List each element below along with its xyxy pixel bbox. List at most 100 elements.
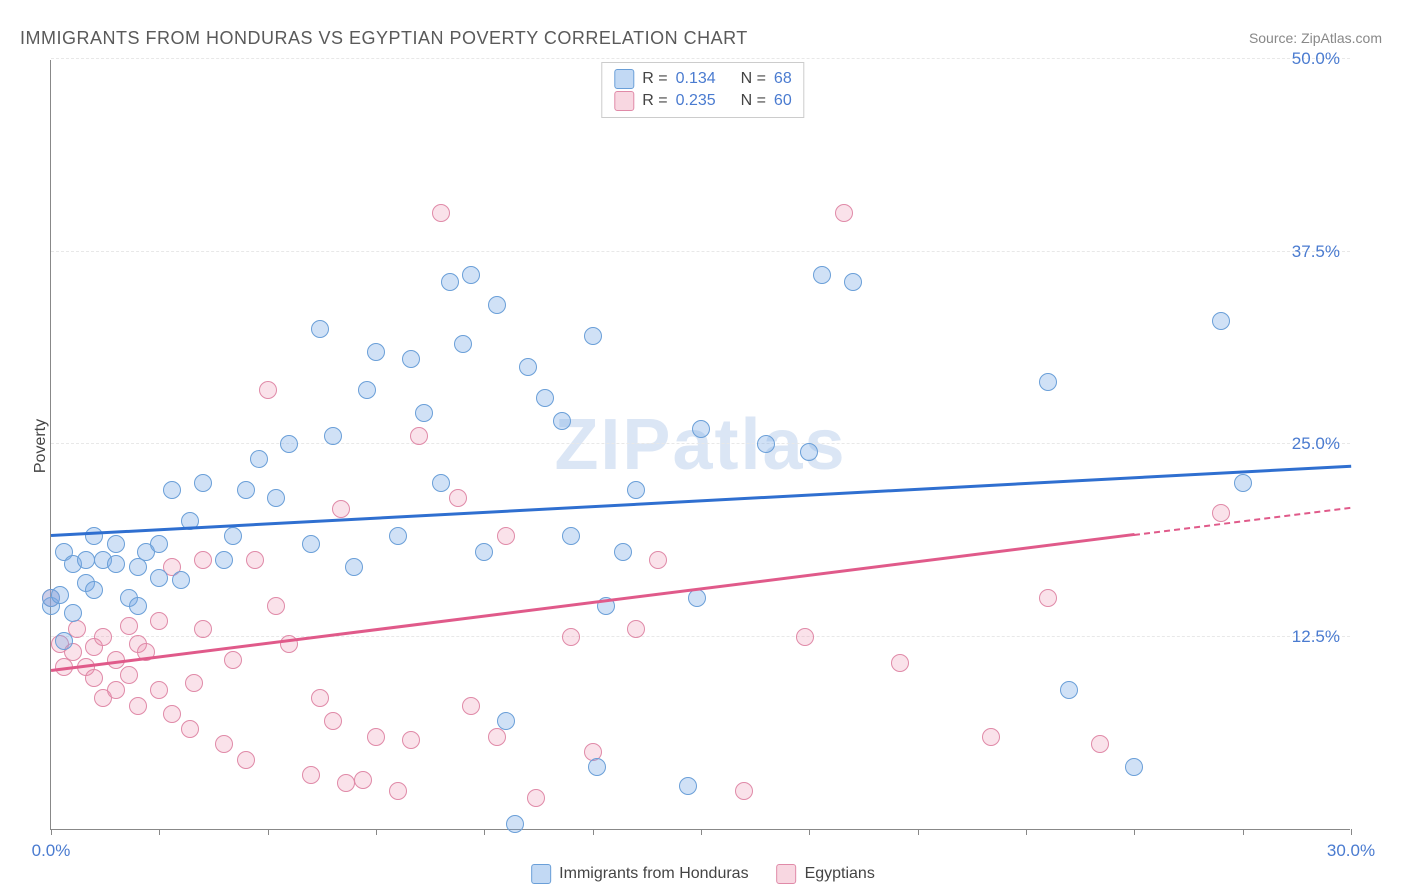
legend-item-b: Egyptians	[777, 864, 875, 884]
legend-swatch-a-icon	[531, 864, 551, 884]
data-point	[129, 558, 147, 576]
data-point	[85, 527, 103, 545]
data-point	[649, 551, 667, 569]
swatch-b-icon	[614, 91, 634, 111]
data-point	[454, 335, 472, 353]
data-point	[64, 604, 82, 622]
data-point	[462, 266, 480, 284]
data-point	[692, 420, 710, 438]
data-point	[679, 777, 697, 795]
data-point	[120, 666, 138, 684]
data-point	[337, 774, 355, 792]
data-point	[224, 651, 242, 669]
data-point	[163, 705, 181, 723]
r-value-b: 0.235	[676, 92, 716, 110]
y-tick-label: 50.0%	[1292, 49, 1340, 69]
data-point	[1091, 735, 1109, 753]
x-tick-mark	[1134, 829, 1135, 835]
data-point	[389, 782, 407, 800]
data-point	[506, 815, 524, 833]
correlation-legend: R = 0.134 N = 68 R = 0.235 N = 60	[601, 62, 804, 118]
swatch-a-icon	[614, 69, 634, 89]
data-point	[250, 450, 268, 468]
data-point	[85, 581, 103, 599]
data-point	[185, 674, 203, 692]
x-tick-mark	[1243, 829, 1244, 835]
data-point	[432, 204, 450, 222]
data-point	[267, 597, 285, 615]
data-point	[813, 266, 831, 284]
data-point	[367, 728, 385, 746]
x-tick-label: 30.0%	[1327, 841, 1375, 861]
data-point	[150, 569, 168, 587]
data-point	[194, 620, 212, 638]
x-tick-mark	[1026, 829, 1027, 835]
data-point	[432, 474, 450, 492]
data-point	[324, 712, 342, 730]
data-point	[246, 551, 264, 569]
x-tick-mark	[809, 829, 810, 835]
data-point	[1060, 681, 1078, 699]
data-point	[280, 435, 298, 453]
data-point	[1212, 504, 1230, 522]
data-point	[415, 404, 433, 422]
n-label-a: N =	[741, 70, 766, 88]
data-point	[800, 443, 818, 461]
data-point	[410, 427, 428, 445]
data-point	[150, 535, 168, 553]
chart-container: IMMIGRANTS FROM HONDURAS VS EGYPTIAN POV…	[0, 0, 1406, 892]
data-point	[194, 551, 212, 569]
data-point	[302, 766, 320, 784]
data-point	[488, 728, 506, 746]
legend-item-a: Immigrants from Honduras	[531, 864, 748, 884]
data-point	[402, 350, 420, 368]
data-point	[215, 735, 233, 753]
n-label-b: N =	[741, 92, 766, 110]
data-point	[55, 632, 73, 650]
data-point	[51, 586, 69, 604]
data-point	[449, 489, 467, 507]
data-point	[497, 527, 515, 545]
correlation-row-a: R = 0.134 N = 68	[614, 69, 791, 89]
r-label-b: R =	[642, 92, 667, 110]
data-point	[844, 273, 862, 291]
source-link[interactable]: ZipAtlas.com	[1301, 30, 1382, 46]
data-point	[129, 697, 147, 715]
trend-line	[51, 465, 1351, 537]
data-point	[181, 720, 199, 738]
data-point	[497, 712, 515, 730]
data-point	[194, 474, 212, 492]
data-point	[614, 543, 632, 561]
data-point	[129, 597, 147, 615]
gridline	[51, 58, 1350, 59]
data-point	[354, 771, 372, 789]
y-tick-label: 12.5%	[1292, 627, 1340, 647]
data-point	[562, 628, 580, 646]
data-point	[835, 204, 853, 222]
data-point	[237, 481, 255, 499]
data-point	[757, 435, 775, 453]
data-point	[527, 789, 545, 807]
data-point	[237, 751, 255, 769]
plot-area: ZIPatlas 12.5%25.0%37.5%50.0%0.0%30.0%	[50, 60, 1350, 830]
data-point	[488, 296, 506, 314]
data-point	[150, 612, 168, 630]
n-value-a: 68	[774, 70, 792, 88]
y-axis-label: Poverty	[32, 419, 50, 473]
data-point	[627, 620, 645, 638]
x-tick-mark	[159, 829, 160, 835]
legend-swatch-b-icon	[777, 864, 797, 884]
data-point	[311, 320, 329, 338]
x-tick-mark	[268, 829, 269, 835]
data-point	[588, 758, 606, 776]
trend-line	[1134, 507, 1351, 536]
data-point	[627, 481, 645, 499]
data-point	[441, 273, 459, 291]
data-point	[982, 728, 1000, 746]
data-point	[475, 543, 493, 561]
gridline	[51, 251, 1350, 252]
x-tick-mark	[593, 829, 594, 835]
x-tick-label: 0.0%	[32, 841, 71, 861]
x-tick-mark	[918, 829, 919, 835]
data-point	[332, 500, 350, 518]
